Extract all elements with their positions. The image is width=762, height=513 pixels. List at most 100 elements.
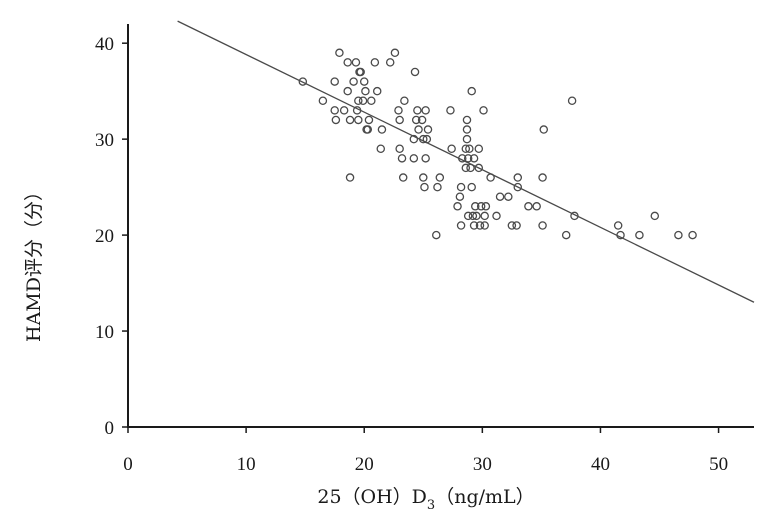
data-point	[433, 182, 442, 192]
data-point	[343, 58, 352, 67]
data-point	[461, 144, 471, 153]
x-tick-label: 50	[709, 454, 728, 475]
data-point	[465, 144, 474, 153]
data-point	[423, 125, 433, 134]
data-point	[467, 182, 476, 192]
data-point	[512, 221, 521, 230]
data-point	[561, 230, 571, 240]
data-point	[421, 154, 430, 163]
data-point	[538, 221, 547, 230]
data-point	[616, 230, 625, 240]
axes	[122, 24, 754, 433]
data-point	[455, 192, 465, 201]
x-tick-label: 40	[591, 454, 610, 475]
data-point	[635, 230, 644, 240]
data-point	[532, 202, 541, 211]
data-point	[469, 221, 479, 230]
data-point	[385, 58, 395, 67]
x-axis-label: 25（OH）D3（ng/mL）	[317, 486, 534, 513]
data-point	[539, 125, 549, 134]
data-point	[480, 221, 489, 230]
data-point	[466, 163, 475, 173]
data-point	[419, 173, 428, 182]
data-point	[481, 202, 491, 211]
data-point	[376, 144, 386, 153]
data-point	[570, 211, 579, 221]
data-point	[422, 134, 432, 144]
data-point	[414, 125, 423, 134]
data-point	[453, 202, 462, 211]
data-point	[479, 106, 488, 115]
data-point	[349, 77, 358, 86]
data-point	[413, 106, 422, 115]
data-point	[462, 125, 472, 134]
data-point	[354, 96, 363, 106]
data-point	[372, 86, 382, 96]
data-point	[331, 115, 341, 125]
data-point	[356, 67, 365, 77]
x-tick-label: 10	[237, 454, 256, 475]
data-point	[471, 202, 480, 211]
data-point	[468, 211, 478, 221]
data-point	[345, 115, 355, 125]
data-point	[409, 134, 419, 144]
data-point	[361, 86, 370, 96]
data-point	[345, 173, 355, 182]
data-point	[400, 96, 409, 106]
data-point	[367, 96, 376, 106]
data-point	[462, 115, 472, 125]
y-tick-label: 30	[95, 130, 114, 151]
data-point	[397, 154, 407, 163]
data-point	[458, 154, 467, 163]
data-point	[343, 86, 352, 96]
data-point	[359, 77, 369, 86]
data-point	[370, 58, 380, 67]
data-point	[495, 192, 505, 201]
data-point	[409, 154, 419, 163]
data-point	[377, 125, 387, 134]
data-point	[420, 182, 429, 192]
data-point	[318, 96, 328, 106]
data-point	[472, 211, 481, 221]
data-point	[447, 144, 456, 153]
data-point	[352, 106, 362, 115]
data-point	[507, 221, 517, 230]
data-point	[650, 211, 660, 221]
data-point	[363, 125, 373, 134]
data-point	[688, 230, 697, 240]
data-point	[421, 106, 430, 115]
data-point	[475, 221, 485, 230]
data-point	[432, 230, 441, 240]
data-point	[339, 106, 349, 115]
y-axis-label: HAMD评分（分）	[23, 182, 45, 342]
data-point	[674, 230, 683, 240]
data-point	[335, 48, 344, 58]
data-point	[419, 134, 428, 144]
data-point	[417, 115, 427, 125]
data-point	[480, 211, 489, 221]
data-point	[435, 173, 445, 182]
y-tick-label: 20	[95, 226, 114, 247]
data-point	[504, 192, 513, 201]
plot-area	[177, 20, 755, 303]
data-point	[410, 67, 420, 77]
y-tick-label: 40	[95, 34, 114, 55]
data-point	[474, 163, 484, 173]
data-point	[474, 144, 484, 153]
data-point	[492, 211, 501, 221]
data-point	[398, 173, 408, 182]
tick-labels: 0 10 20 30 40 50 0 10 20 30 40	[95, 34, 728, 475]
data-point	[538, 173, 547, 182]
data-point	[411, 115, 421, 125]
data-point	[469, 154, 479, 163]
y-tick-label: 10	[95, 322, 114, 343]
y-tick-label: 0	[105, 418, 115, 439]
x-tick-label: 30	[473, 454, 492, 475]
data-point	[456, 182, 466, 192]
data-point	[330, 77, 339, 86]
data-point	[467, 86, 476, 96]
data-point	[456, 221, 466, 230]
data-point	[463, 154, 473, 163]
data-point	[330, 106, 339, 115]
